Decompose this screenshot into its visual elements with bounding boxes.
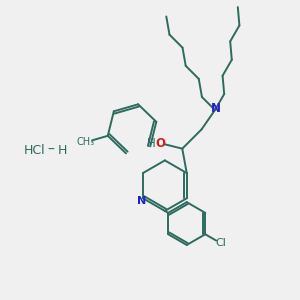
- Text: –: –: [47, 143, 54, 157]
- Text: N: N: [137, 196, 146, 206]
- Text: O: O: [155, 137, 165, 150]
- Text: HCl: HCl: [23, 143, 45, 157]
- Text: H: H: [147, 137, 155, 150]
- Text: H: H: [58, 143, 67, 157]
- Text: CH₃: CH₃: [77, 137, 95, 147]
- Text: N: N: [211, 102, 220, 115]
- Text: Cl: Cl: [216, 238, 227, 248]
